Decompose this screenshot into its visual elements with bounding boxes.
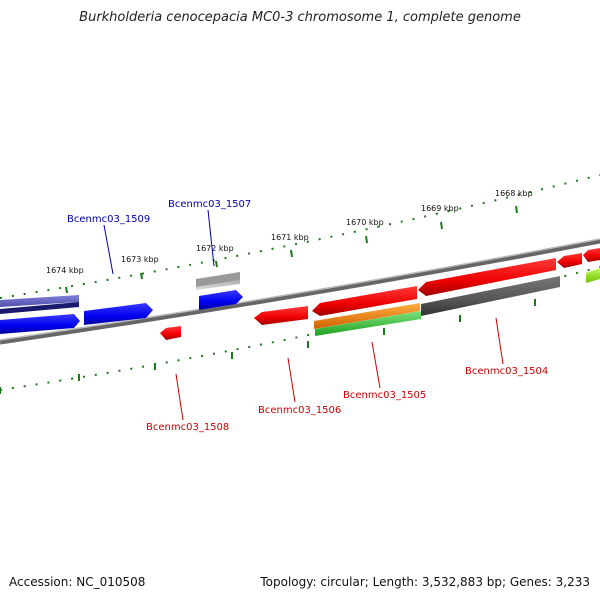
tick-label: 1669 kbp xyxy=(421,204,459,213)
gene-feature xyxy=(418,258,556,296)
tick-label: 1673 kbp xyxy=(121,255,159,264)
gene-feature xyxy=(84,303,153,325)
gene-feature xyxy=(314,303,420,329)
gene-feature xyxy=(0,302,79,314)
tick-label: 1674 kbp xyxy=(46,266,84,275)
outer-major-ticks xyxy=(65,205,518,294)
gene-feature xyxy=(557,253,582,268)
genome-backbone xyxy=(0,238,600,345)
inner-tick-track xyxy=(0,266,600,391)
gene-feature xyxy=(196,280,240,290)
gene-feature xyxy=(160,326,181,340)
gene-feature xyxy=(0,295,79,307)
label-leaders xyxy=(103,209,504,421)
gene-feature xyxy=(421,276,560,316)
gene-label-bcenmc03-1509: Bcenmc03_1509 xyxy=(67,214,150,225)
tick-label: 1668 kbp xyxy=(495,189,533,198)
inner-major-ticks xyxy=(0,299,536,394)
genome-backbone-highlight xyxy=(0,238,600,341)
gene-feature xyxy=(0,314,80,334)
gene-labels[interactable]: Bcenmc03_1509 Bcenmc03_1507 Bcenmc03_150… xyxy=(67,199,548,433)
map-title: Burkholderia cenocepacia MC0-3 chromosom… xyxy=(79,10,521,25)
gene-label-bcenmc03-1504: Bcenmc03_1504 xyxy=(465,366,548,377)
gene-label-bcenmc03-1507: Bcenmc03_1507 xyxy=(168,199,251,210)
reverse-genes[interactable] xyxy=(160,248,600,340)
forward-genes[interactable] xyxy=(0,272,243,334)
gene-feature xyxy=(199,290,243,310)
gene-feature xyxy=(196,272,240,287)
gene-feature xyxy=(586,268,600,283)
tick-label: 1670 kbp xyxy=(346,218,384,227)
tick-label: 1671 kbp xyxy=(271,233,309,242)
scale-labels: 1674 kbp 1673 kbp 1672 kbp 1671 kbp 1670… xyxy=(46,189,533,275)
gene-feature xyxy=(254,306,308,325)
outer-tick-track xyxy=(0,174,600,299)
gene-feature xyxy=(312,286,417,316)
gene-feature xyxy=(315,311,421,336)
topology-text: Topology: circular; Length: 3,532,883 bp… xyxy=(260,575,590,589)
tick-label: 1672 kbp xyxy=(196,244,234,253)
gene-feature xyxy=(583,248,600,262)
gene-label-bcenmc03-1506: Bcenmc03_1506 xyxy=(258,405,341,416)
accession-text: Accession: NC_010508 xyxy=(9,575,146,589)
gene-label-bcenmc03-1505: Bcenmc03_1505 xyxy=(343,390,426,401)
gene-label-bcenmc03-1508: Bcenmc03_1508 xyxy=(146,422,229,433)
